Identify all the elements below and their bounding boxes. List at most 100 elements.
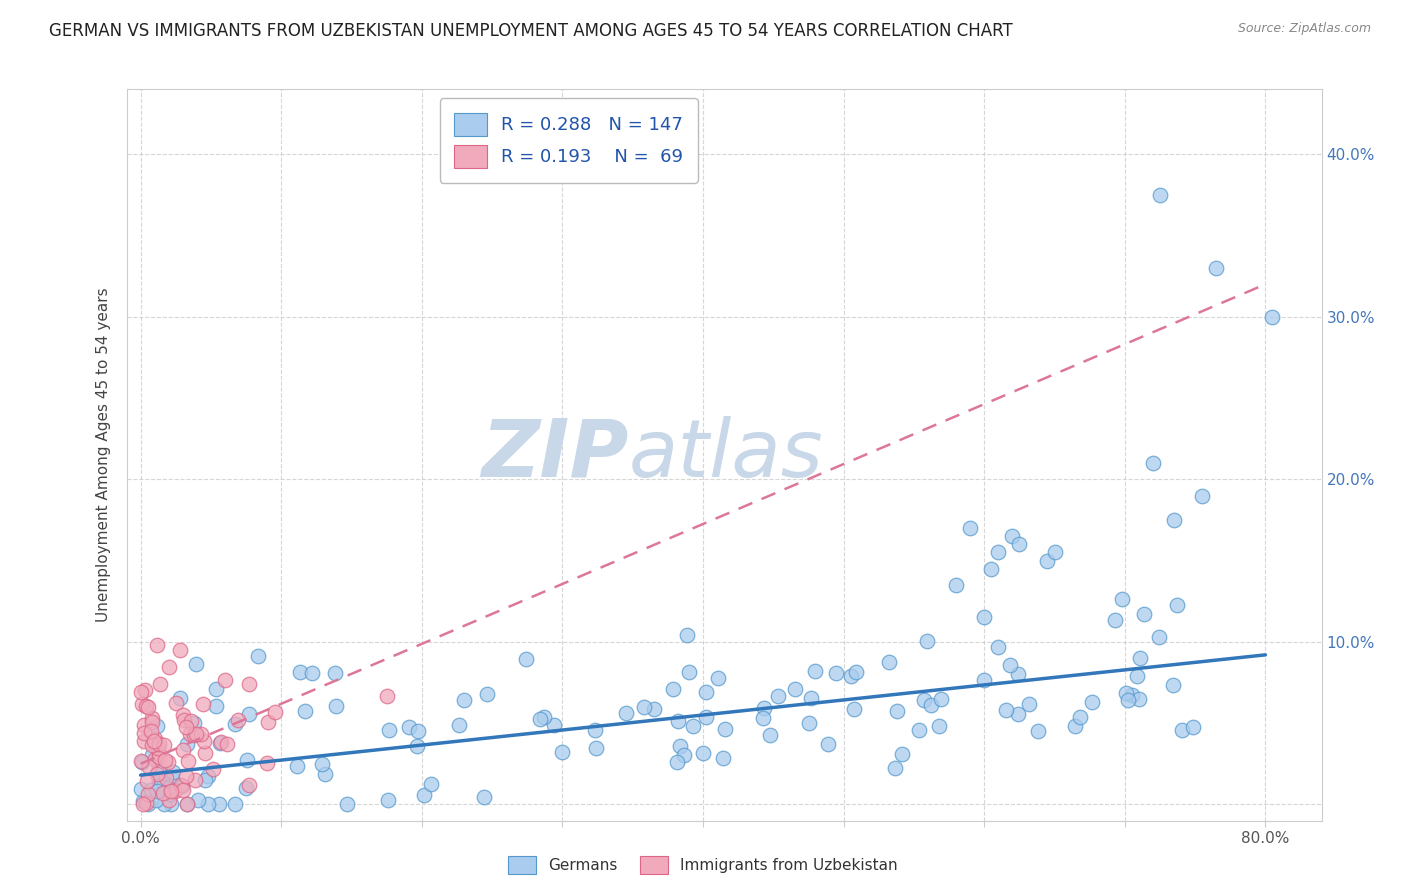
Point bbox=[285, 759, 308, 773]
Point bbox=[676, 628, 699, 642]
Point bbox=[224, 797, 246, 812]
Point bbox=[886, 705, 908, 719]
Point bbox=[453, 693, 475, 707]
Point bbox=[288, 665, 311, 680]
Point bbox=[844, 702, 866, 716]
Point bbox=[752, 701, 775, 715]
Point bbox=[205, 698, 228, 713]
Point bbox=[141, 783, 163, 797]
Point bbox=[669, 739, 692, 754]
Point bbox=[706, 671, 728, 685]
Text: ZIP: ZIP bbox=[481, 416, 628, 494]
Point bbox=[1205, 260, 1227, 275]
Point bbox=[132, 718, 155, 732]
Point bbox=[169, 643, 191, 657]
Point bbox=[1007, 666, 1029, 681]
Point bbox=[713, 751, 735, 765]
Point bbox=[148, 779, 170, 793]
Point bbox=[817, 737, 839, 751]
Point bbox=[238, 777, 260, 791]
Point bbox=[146, 766, 169, 780]
Point bbox=[475, 687, 498, 701]
Point bbox=[533, 710, 555, 724]
Point bbox=[1171, 723, 1194, 738]
Point bbox=[224, 717, 246, 731]
Point bbox=[1261, 310, 1284, 324]
Point bbox=[201, 762, 224, 776]
Point bbox=[197, 797, 219, 812]
Point bbox=[194, 746, 217, 760]
Point bbox=[301, 666, 323, 681]
Point bbox=[152, 786, 174, 800]
Point bbox=[197, 769, 219, 783]
Point bbox=[143, 732, 166, 747]
Point bbox=[155, 753, 177, 767]
Point bbox=[377, 793, 399, 807]
Y-axis label: Unemployment Among Ages 45 to 54 years: Unemployment Among Ages 45 to 54 years bbox=[96, 287, 111, 623]
Point bbox=[672, 748, 695, 763]
Point bbox=[998, 657, 1021, 672]
Point bbox=[132, 794, 155, 808]
Point bbox=[205, 681, 228, 696]
Point bbox=[692, 747, 714, 761]
Point bbox=[325, 699, 347, 714]
Point bbox=[800, 690, 823, 705]
Point bbox=[1104, 613, 1126, 627]
Point bbox=[143, 752, 166, 766]
Point bbox=[752, 711, 775, 725]
Point bbox=[183, 715, 205, 730]
Point bbox=[314, 767, 336, 781]
Point bbox=[142, 734, 165, 748]
Point bbox=[236, 753, 259, 767]
Point bbox=[235, 780, 257, 795]
Point bbox=[138, 760, 160, 774]
Point bbox=[980, 562, 1002, 576]
Point bbox=[883, 761, 905, 775]
Point bbox=[398, 720, 420, 734]
Point bbox=[166, 696, 188, 710]
Point bbox=[136, 700, 159, 714]
Point bbox=[170, 778, 193, 792]
Point bbox=[929, 692, 952, 706]
Point bbox=[413, 789, 436, 803]
Point bbox=[1161, 677, 1184, 691]
Point bbox=[1147, 630, 1170, 644]
Text: GERMAN VS IMMIGRANTS FROM UZBEKISTAN UNEMPLOYMENT AMONG AGES 45 TO 54 YEARS CORR: GERMAN VS IMMIGRANTS FROM UZBEKISTAN UNE… bbox=[49, 22, 1012, 40]
Point bbox=[146, 719, 169, 733]
Point bbox=[768, 689, 790, 703]
Point bbox=[945, 578, 967, 592]
Point bbox=[323, 666, 346, 681]
Point bbox=[959, 521, 981, 535]
Point bbox=[209, 735, 232, 749]
Point bbox=[797, 716, 820, 731]
Point bbox=[891, 747, 914, 762]
Point bbox=[1007, 707, 1029, 722]
Point bbox=[193, 733, 215, 747]
Point bbox=[907, 723, 929, 737]
Point bbox=[1001, 529, 1024, 543]
Point bbox=[1163, 513, 1185, 527]
Point bbox=[172, 743, 194, 757]
Point bbox=[162, 764, 184, 779]
Point bbox=[172, 782, 194, 797]
Point bbox=[928, 719, 950, 733]
Point bbox=[146, 638, 169, 652]
Point bbox=[987, 640, 1010, 654]
Text: atlas: atlas bbox=[628, 416, 824, 494]
Point bbox=[543, 717, 565, 731]
Point bbox=[214, 673, 236, 688]
Point bbox=[169, 690, 191, 705]
Point bbox=[135, 774, 157, 789]
Point bbox=[134, 682, 156, 697]
Point bbox=[174, 769, 197, 783]
Point bbox=[208, 736, 231, 750]
Point bbox=[134, 734, 156, 748]
Point bbox=[472, 789, 495, 804]
Point bbox=[447, 718, 470, 732]
Point bbox=[614, 706, 637, 721]
Point bbox=[141, 748, 163, 763]
Point bbox=[217, 738, 239, 752]
Point bbox=[987, 545, 1010, 559]
Point bbox=[208, 797, 231, 812]
Point bbox=[311, 756, 333, 771]
